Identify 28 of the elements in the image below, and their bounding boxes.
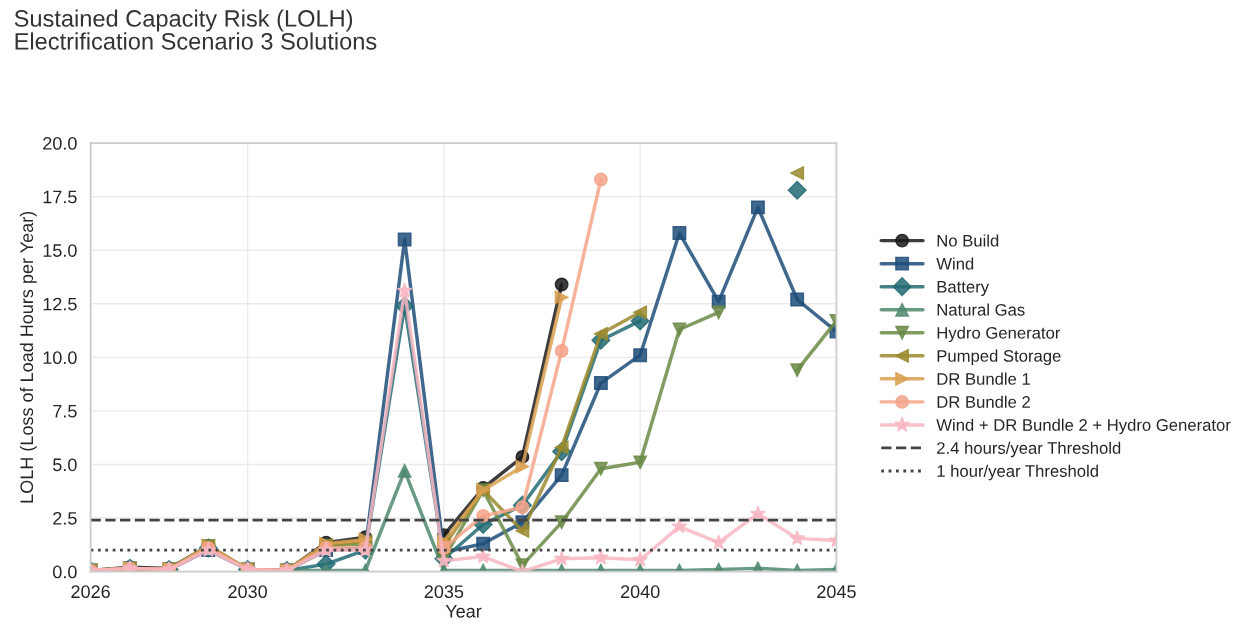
legend-label: Wind + DR Bundle 2 + Hydro Generator (936, 418, 1231, 435)
x-axis-title: Year (445, 605, 482, 618)
y-tick-label: 10.0 (43, 351, 77, 365)
legend-label: Pumped Storage (937, 349, 1061, 366)
x-tick-label: 2045 (817, 585, 856, 599)
legend-label: DR Bundle 2 (937, 395, 1030, 408)
x-tick-label: 2026 (71, 585, 110, 599)
legend-label: Hydro Generator (937, 326, 1061, 343)
x-tick-label: 2040 (620, 585, 660, 599)
legend-label: DR Bundle 1 (937, 372, 1030, 385)
y-tick-label: 12.5 (43, 297, 77, 311)
legend-label: Natural Gas (937, 303, 1025, 316)
y-tick-label: 0.0 (53, 565, 77, 579)
y-tick-label: 17.5 (43, 190, 77, 204)
y-tick-label: 20.0 (43, 136, 77, 150)
y-tick-label: 5.0 (53, 458, 77, 472)
x-tick-label: 2035 (424, 585, 464, 599)
chart-title: Sustained Capacity Risk (LOLH) Electrification Scenario 3 Solutions (14, 9, 377, 50)
y-tick-label: 15.0 (43, 244, 77, 257)
legend-label: 1 hour/year Threshold (937, 464, 1098, 481)
legend-label: No Build (937, 234, 999, 247)
y-tick-label: 2.5 (53, 511, 77, 525)
legend-label: Wind (936, 257, 974, 270)
legend-label: 2.4 hours/year Threshold (937, 441, 1121, 458)
legend-label: Battery (937, 281, 990, 296)
y-tick-label: 7.5 (53, 405, 77, 418)
y-axis-title: LOLH (Loss of Load Hours per Year) (19, 211, 37, 503)
x-tick-label: 2030 (228, 585, 267, 599)
